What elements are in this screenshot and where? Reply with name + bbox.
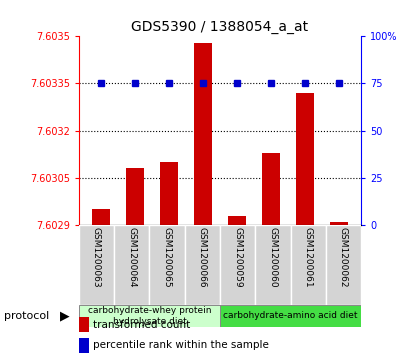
Text: GSM1200063: GSM1200063 — [92, 228, 101, 288]
FancyBboxPatch shape — [290, 225, 326, 305]
FancyBboxPatch shape — [326, 225, 361, 305]
Bar — [295, 93, 314, 225]
Bar — [126, 168, 144, 225]
Text: carbohydrate-whey protein
hydrolysate diet: carbohydrate-whey protein hydrolysate di… — [88, 306, 211, 326]
FancyBboxPatch shape — [114, 225, 149, 305]
Text: GSM1200066: GSM1200066 — [198, 228, 207, 288]
Text: transformed count: transformed count — [93, 319, 190, 330]
Text: ▶: ▶ — [60, 309, 70, 322]
Text: GSM1200064: GSM1200064 — [127, 228, 136, 288]
Text: protocol: protocol — [4, 311, 49, 321]
FancyBboxPatch shape — [185, 225, 220, 305]
FancyBboxPatch shape — [220, 225, 255, 305]
FancyBboxPatch shape — [79, 225, 114, 305]
FancyBboxPatch shape — [149, 225, 185, 305]
Text: GSM1200062: GSM1200062 — [339, 228, 348, 288]
Bar — [227, 216, 246, 225]
FancyBboxPatch shape — [255, 225, 290, 305]
Bar — [330, 222, 348, 225]
FancyBboxPatch shape — [79, 305, 220, 327]
Bar — [194, 42, 212, 225]
Text: GSM1200059: GSM1200059 — [233, 228, 242, 288]
Text: GSM1200061: GSM1200061 — [304, 228, 312, 288]
Text: GSM1200065: GSM1200065 — [163, 228, 171, 288]
Bar — [92, 209, 110, 225]
Title: GDS5390 / 1388054_a_at: GDS5390 / 1388054_a_at — [132, 20, 308, 34]
FancyBboxPatch shape — [220, 305, 361, 327]
Text: percentile rank within the sample: percentile rank within the sample — [93, 340, 269, 350]
Text: carbohydrate-amino acid diet: carbohydrate-amino acid diet — [223, 311, 358, 320]
Bar — [261, 153, 280, 225]
Text: GSM1200060: GSM1200060 — [269, 228, 277, 288]
Bar — [160, 162, 178, 225]
